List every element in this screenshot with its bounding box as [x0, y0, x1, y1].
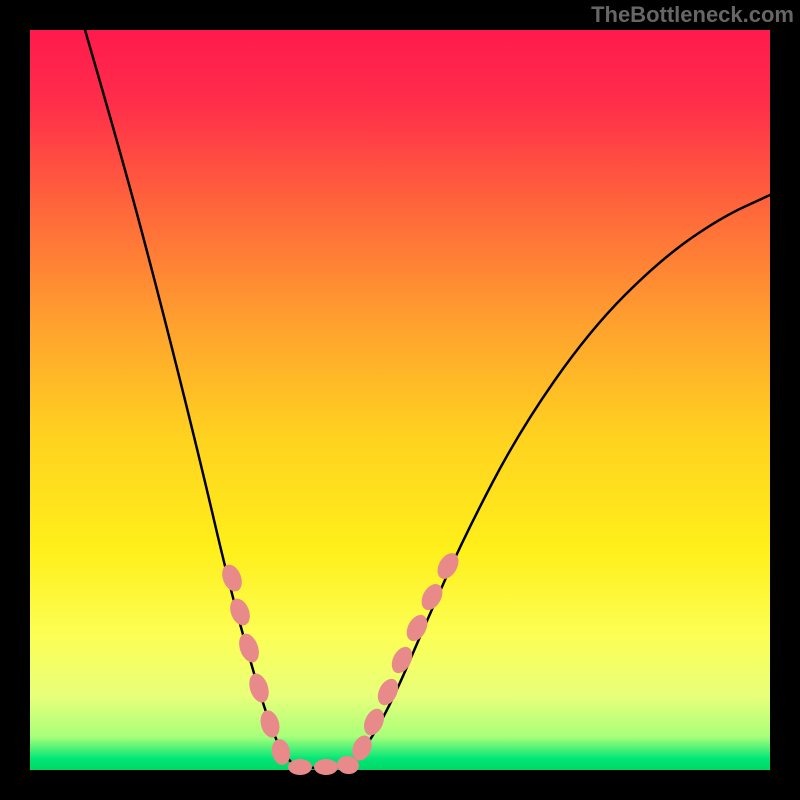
data-marker — [314, 759, 338, 775]
chart-container: TheBottleneck.com — [0, 0, 800, 800]
watermark-text: TheBottleneck.com — [591, 2, 794, 28]
chart-svg — [0, 0, 800, 800]
data-marker — [288, 759, 312, 775]
